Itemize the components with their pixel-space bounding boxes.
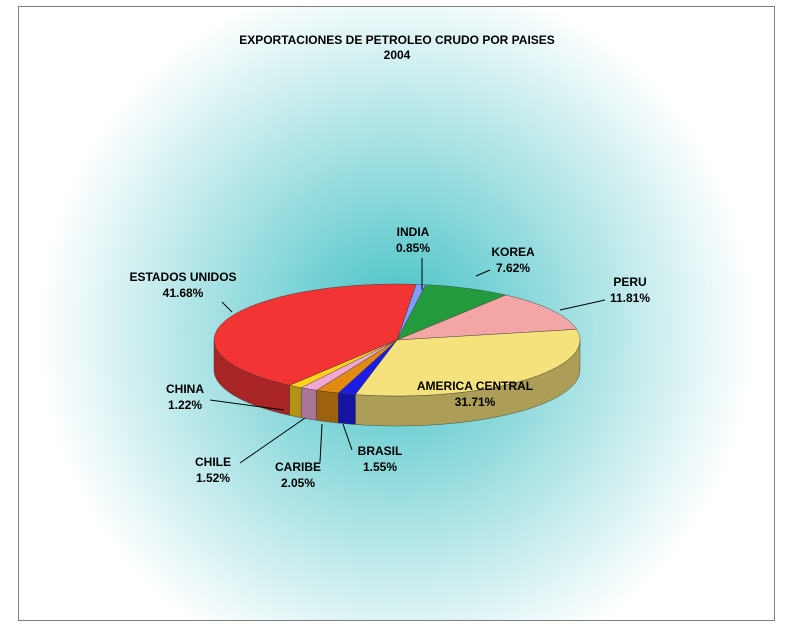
data-label-value: 1.55% — [363, 460, 397, 474]
pie — [213, 283, 581, 427]
chart-title: EXPORTACIONES DE PETROLEO CRUDO POR PAIS… — [239, 33, 555, 47]
leader-line — [209, 399, 285, 411]
data-label-name: CARIBE — [275, 460, 321, 474]
leader-line — [342, 423, 353, 451]
leader-line — [221, 301, 233, 313]
slice-side — [300, 387, 317, 421]
slice — [396, 294, 577, 341]
data-label-value: 11.81% — [610, 291, 650, 305]
data-label-name: CHINA — [166, 382, 204, 396]
data-label-name: ESTADOS UNIDOS — [129, 270, 236, 284]
slice — [213, 283, 417, 386]
slice-side — [338, 392, 356, 425]
leader-line — [319, 423, 323, 463]
leader-line — [475, 269, 491, 277]
labels: INDIA 0.85% KOREA 7.62% PERU 11.81% AMERICA CE… — [129, 225, 650, 490]
data-label-value: 31.71% — [455, 395, 496, 409]
slice — [354, 329, 581, 397]
data-label-name: KOREA — [491, 245, 535, 259]
leader-line — [239, 417, 306, 464]
leader-line — [559, 299, 606, 311]
data-label-name: BRASIL — [358, 444, 403, 458]
slice-side — [316, 390, 339, 424]
data-label-name: CHILE — [195, 455, 231, 469]
data-label-value: 0.85% — [396, 241, 430, 255]
data-label-value: 41.68% — [163, 286, 204, 300]
chart-subtitle: 2004 — [384, 48, 411, 62]
data-label-value: 2.05% — [281, 476, 315, 490]
data-label-name: AMERICA CENTRAL — [417, 379, 533, 393]
data-label-value: 1.52% — [196, 471, 230, 485]
data-label-name: INDIA — [397, 225, 430, 239]
data-label-name: PERU — [613, 275, 646, 289]
data-label-value: 1.22% — [168, 398, 202, 412]
data-label-value: 7.62% — [496, 261, 530, 275]
slice-side — [289, 385, 302, 418]
